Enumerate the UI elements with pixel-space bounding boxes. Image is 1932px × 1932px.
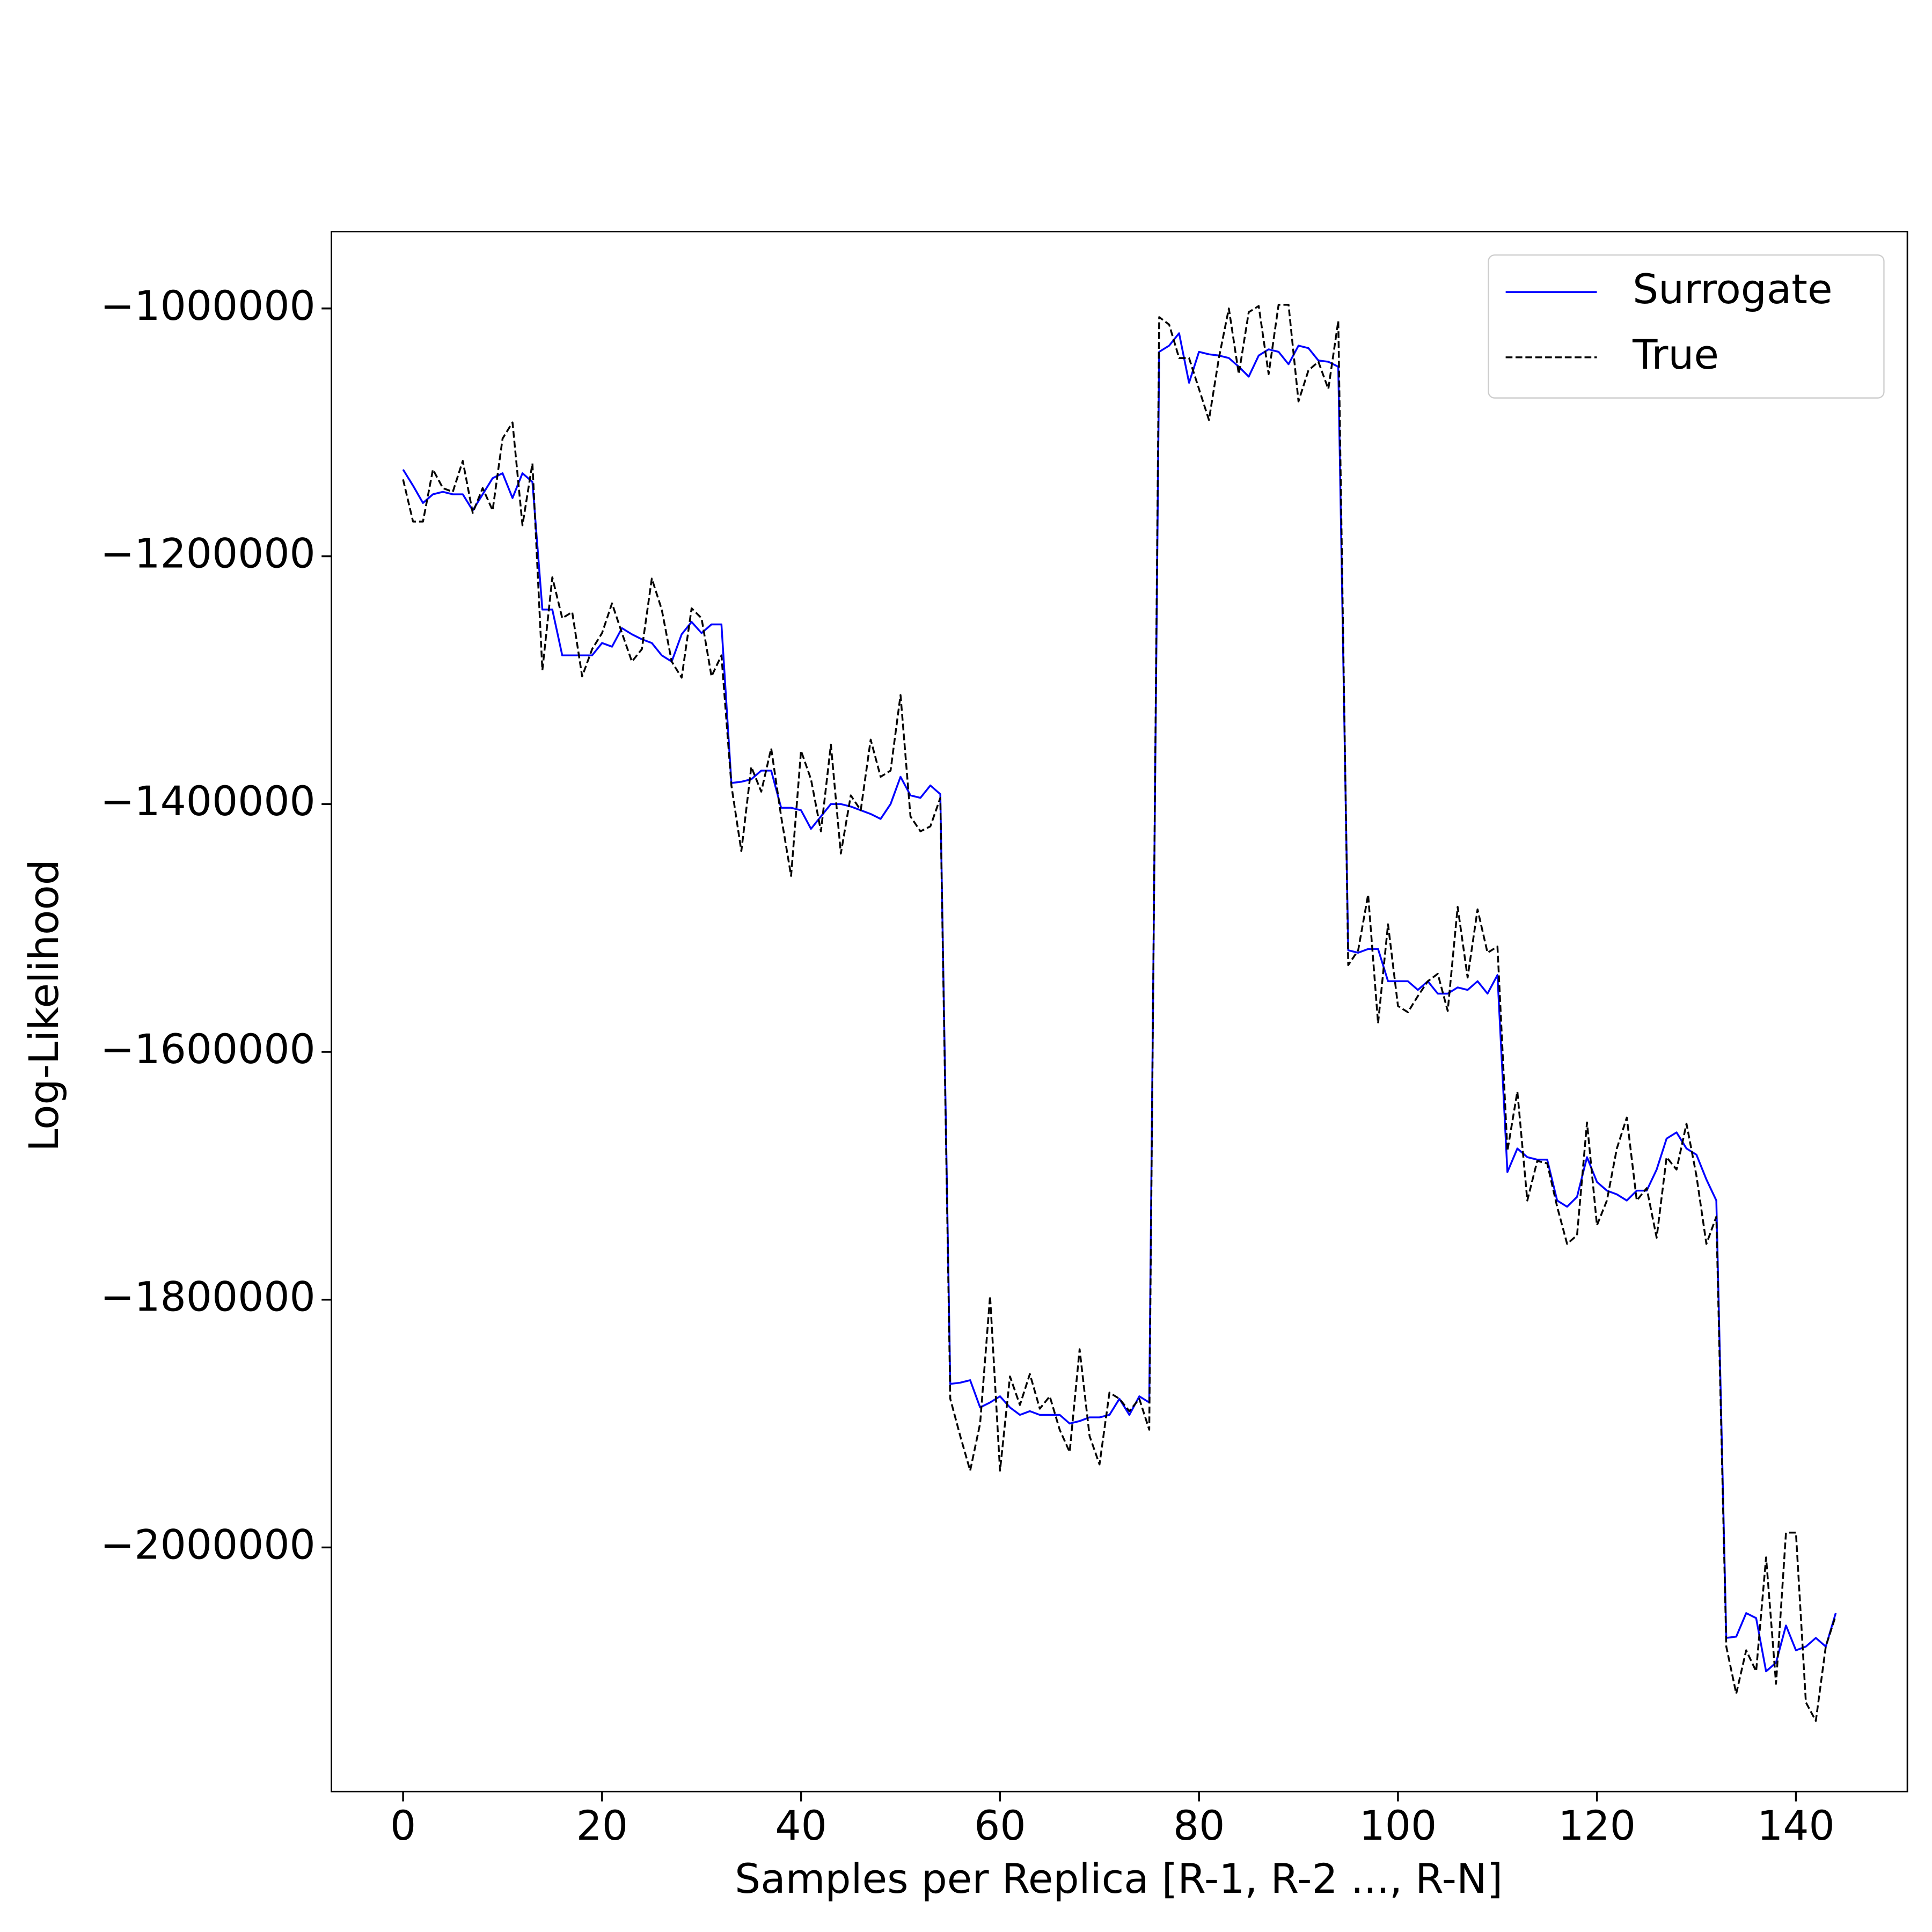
y-tick-label: −1800000	[100, 1274, 316, 1321]
x-tick-label: 80	[1173, 1802, 1225, 1849]
y-tick-label: −1000000	[100, 282, 316, 330]
y-tick-label: −2000000	[100, 1521, 316, 1568]
x-tick-label: 60	[974, 1802, 1026, 1849]
x-tick-label: 0	[390, 1802, 416, 1849]
legend: Surrogate True	[1488, 254, 1885, 399]
plot-frame	[331, 231, 1908, 1792]
y-tick-label: −1400000	[100, 778, 316, 825]
x-tick-label: 140	[1757, 1802, 1835, 1849]
x-tick-label: 20	[576, 1802, 628, 1849]
x-tick-label: 100	[1359, 1802, 1437, 1849]
legend-box	[1488, 254, 1885, 399]
legend-label: True	[1632, 331, 1719, 378]
series-line	[402, 332, 1837, 1673]
series-line	[402, 304, 1837, 1722]
x-tick-label: 40	[775, 1802, 826, 1849]
y-axis-label: Log-Likelihood	[20, 859, 68, 1152]
x-axis-label: Samples per Replica [R-1, R-2 ..., R-N]	[735, 1855, 1503, 1902]
x-tick-label: 120	[1558, 1802, 1636, 1849]
y-tick-label: −1600000	[100, 1026, 316, 1073]
y-tick-label: −1200000	[100, 530, 316, 577]
legend-label: Surrogate	[1633, 266, 1833, 313]
